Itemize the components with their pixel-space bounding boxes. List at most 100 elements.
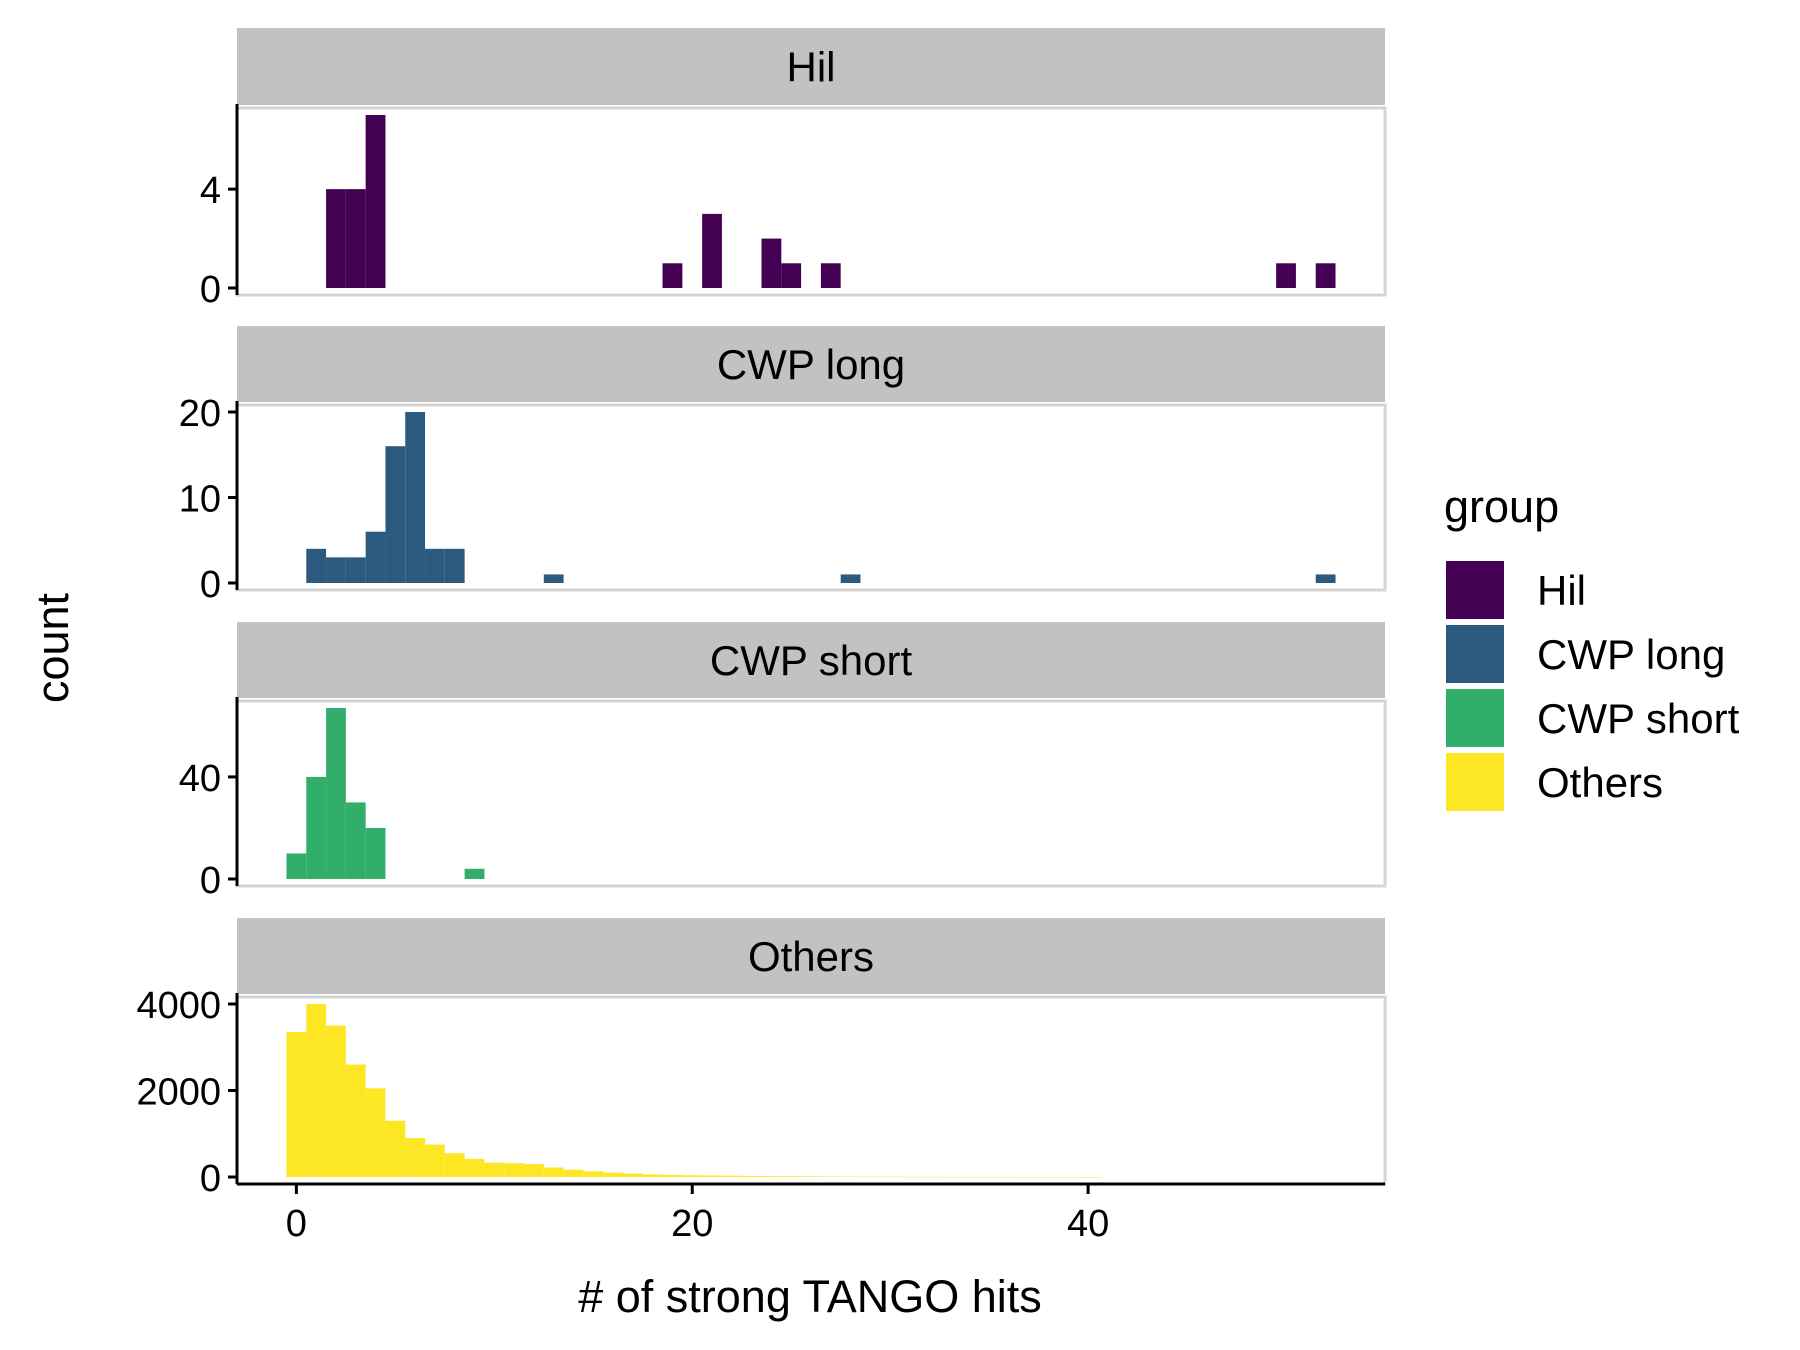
histogram-bar	[444, 1153, 465, 1177]
histogram-bar	[365, 1088, 386, 1177]
histogram-bar	[464, 868, 485, 879]
histogram-bar	[306, 776, 327, 879]
x-axis-title: # of strong TANGO hits	[578, 1271, 1042, 1322]
legend-key	[1446, 625, 1504, 683]
histogram-bar	[781, 1176, 802, 1177]
facet-panel: Hil 0 4	[200, 28, 1387, 311]
x-tick-label: 20	[671, 1203, 713, 1245]
facet-strip	[237, 622, 1385, 698]
histogram-bar	[1058, 1176, 1079, 1178]
histogram-bar	[563, 1169, 584, 1177]
y-axis-title: count	[27, 592, 78, 703]
histogram-bar	[642, 1174, 663, 1177]
histogram-bar	[1078, 1176, 1098, 1178]
x-axis: 0 20 40	[237, 1182, 1385, 1245]
histogram-bar	[1276, 263, 1296, 288]
histogram-bar	[939, 1176, 960, 1178]
histogram-bar	[919, 1176, 940, 1178]
histogram-bar	[702, 1175, 722, 1177]
facet-label: Hil	[787, 44, 836, 91]
histogram-bar	[603, 1172, 623, 1177]
histogram-bar	[286, 853, 307, 879]
histogram-bar	[425, 548, 445, 583]
histogram-bar	[306, 1004, 327, 1177]
histogram-bar	[1315, 263, 1336, 288]
facet-strip	[237, 918, 1385, 994]
histogram-bar	[326, 189, 346, 288]
y-tick-label: 4000	[136, 985, 221, 1027]
facet-panel: CWP short 0 40	[179, 622, 1387, 902]
y-tick-label: 0	[200, 1158, 221, 1200]
histogram-bar	[326, 557, 346, 583]
histogram-bar	[900, 1176, 920, 1178]
histogram-bar	[326, 708, 346, 879]
histogram-bar	[365, 827, 386, 879]
histogram-bar	[385, 1120, 406, 1177]
histogram-bar	[484, 1162, 505, 1177]
y-tick-label: 0	[200, 860, 221, 902]
facet-panel: Others 0 2000 4000	[136, 918, 1387, 1200]
histogram-bar	[860, 1176, 881, 1178]
facet-panels: Hil 0 4 CWP long 0 10 20 CWP short 0 40 Others 0 200…	[136, 28, 1387, 1200]
y-tick-label: 20	[179, 393, 221, 435]
panel-border	[235, 106, 1387, 297]
histogram-bar	[702, 213, 722, 288]
histogram-bar	[365, 531, 386, 583]
facet-label: CWP long	[717, 341, 905, 388]
histogram-bar	[464, 1158, 485, 1177]
histogram-bar	[1018, 1176, 1039, 1178]
legend-label: CWP short	[1537, 695, 1740, 742]
histogram-bar	[1038, 1176, 1059, 1178]
histogram-bar	[543, 1167, 564, 1177]
histogram-bar	[999, 1176, 1019, 1178]
histogram-bar	[405, 412, 426, 583]
histogram-bar	[425, 1144, 445, 1177]
histogram-bar	[721, 1175, 742, 1177]
histogram-bar	[524, 1164, 544, 1177]
y-tick-label: 2000	[136, 1072, 221, 1114]
legend-title: group	[1444, 481, 1559, 532]
histogram-bar	[979, 1176, 1000, 1178]
y-tick-label: 0	[200, 564, 221, 606]
histogram-bar	[622, 1173, 643, 1177]
y-tick-label: 0	[200, 269, 221, 311]
histogram-bar	[345, 189, 366, 288]
histogram-bar	[761, 238, 782, 288]
histogram-bar	[840, 1176, 861, 1178]
legend-label: Others	[1537, 759, 1663, 806]
histogram-bar	[345, 557, 366, 583]
histogram-bar	[959, 1176, 980, 1178]
histogram-bar	[385, 446, 406, 583]
legend-key	[1446, 753, 1504, 811]
facet-label: Others	[748, 933, 874, 980]
histogram-bar	[306, 548, 327, 583]
histogram-bar	[286, 1032, 307, 1177]
histogram-bar	[504, 1163, 524, 1177]
histogram-bar	[840, 574, 861, 583]
x-tick-label: 0	[286, 1203, 307, 1245]
histogram-bar	[326, 1025, 346, 1177]
histogram-bar	[1315, 574, 1336, 583]
histogram-bar	[583, 1171, 604, 1177]
y-tick-label: 4	[200, 170, 221, 212]
histogram-bar	[880, 1176, 901, 1178]
histogram-bar	[801, 1176, 821, 1177]
facet-panel: CWP long 0 10 20	[179, 326, 1387, 606]
histogram-bar	[365, 115, 386, 288]
histogram-bar	[405, 1138, 426, 1177]
histogram-bar	[741, 1175, 762, 1177]
facet-strip	[237, 326, 1385, 402]
histogram-bar	[820, 1176, 841, 1177]
histogram-bar	[682, 1175, 703, 1177]
histogram-bar	[761, 1176, 782, 1177]
histogram-bar	[444, 548, 465, 583]
legend-label: Hil	[1537, 567, 1586, 614]
y-tick-label: 10	[179, 479, 221, 521]
y-tick-label: 40	[179, 758, 221, 800]
x-tick-label: 40	[1067, 1203, 1109, 1245]
histogram-bar	[345, 1064, 366, 1177]
panel-border	[235, 699, 1387, 888]
histogram-bar	[781, 263, 802, 288]
facet-label: CWP short	[710, 637, 913, 684]
